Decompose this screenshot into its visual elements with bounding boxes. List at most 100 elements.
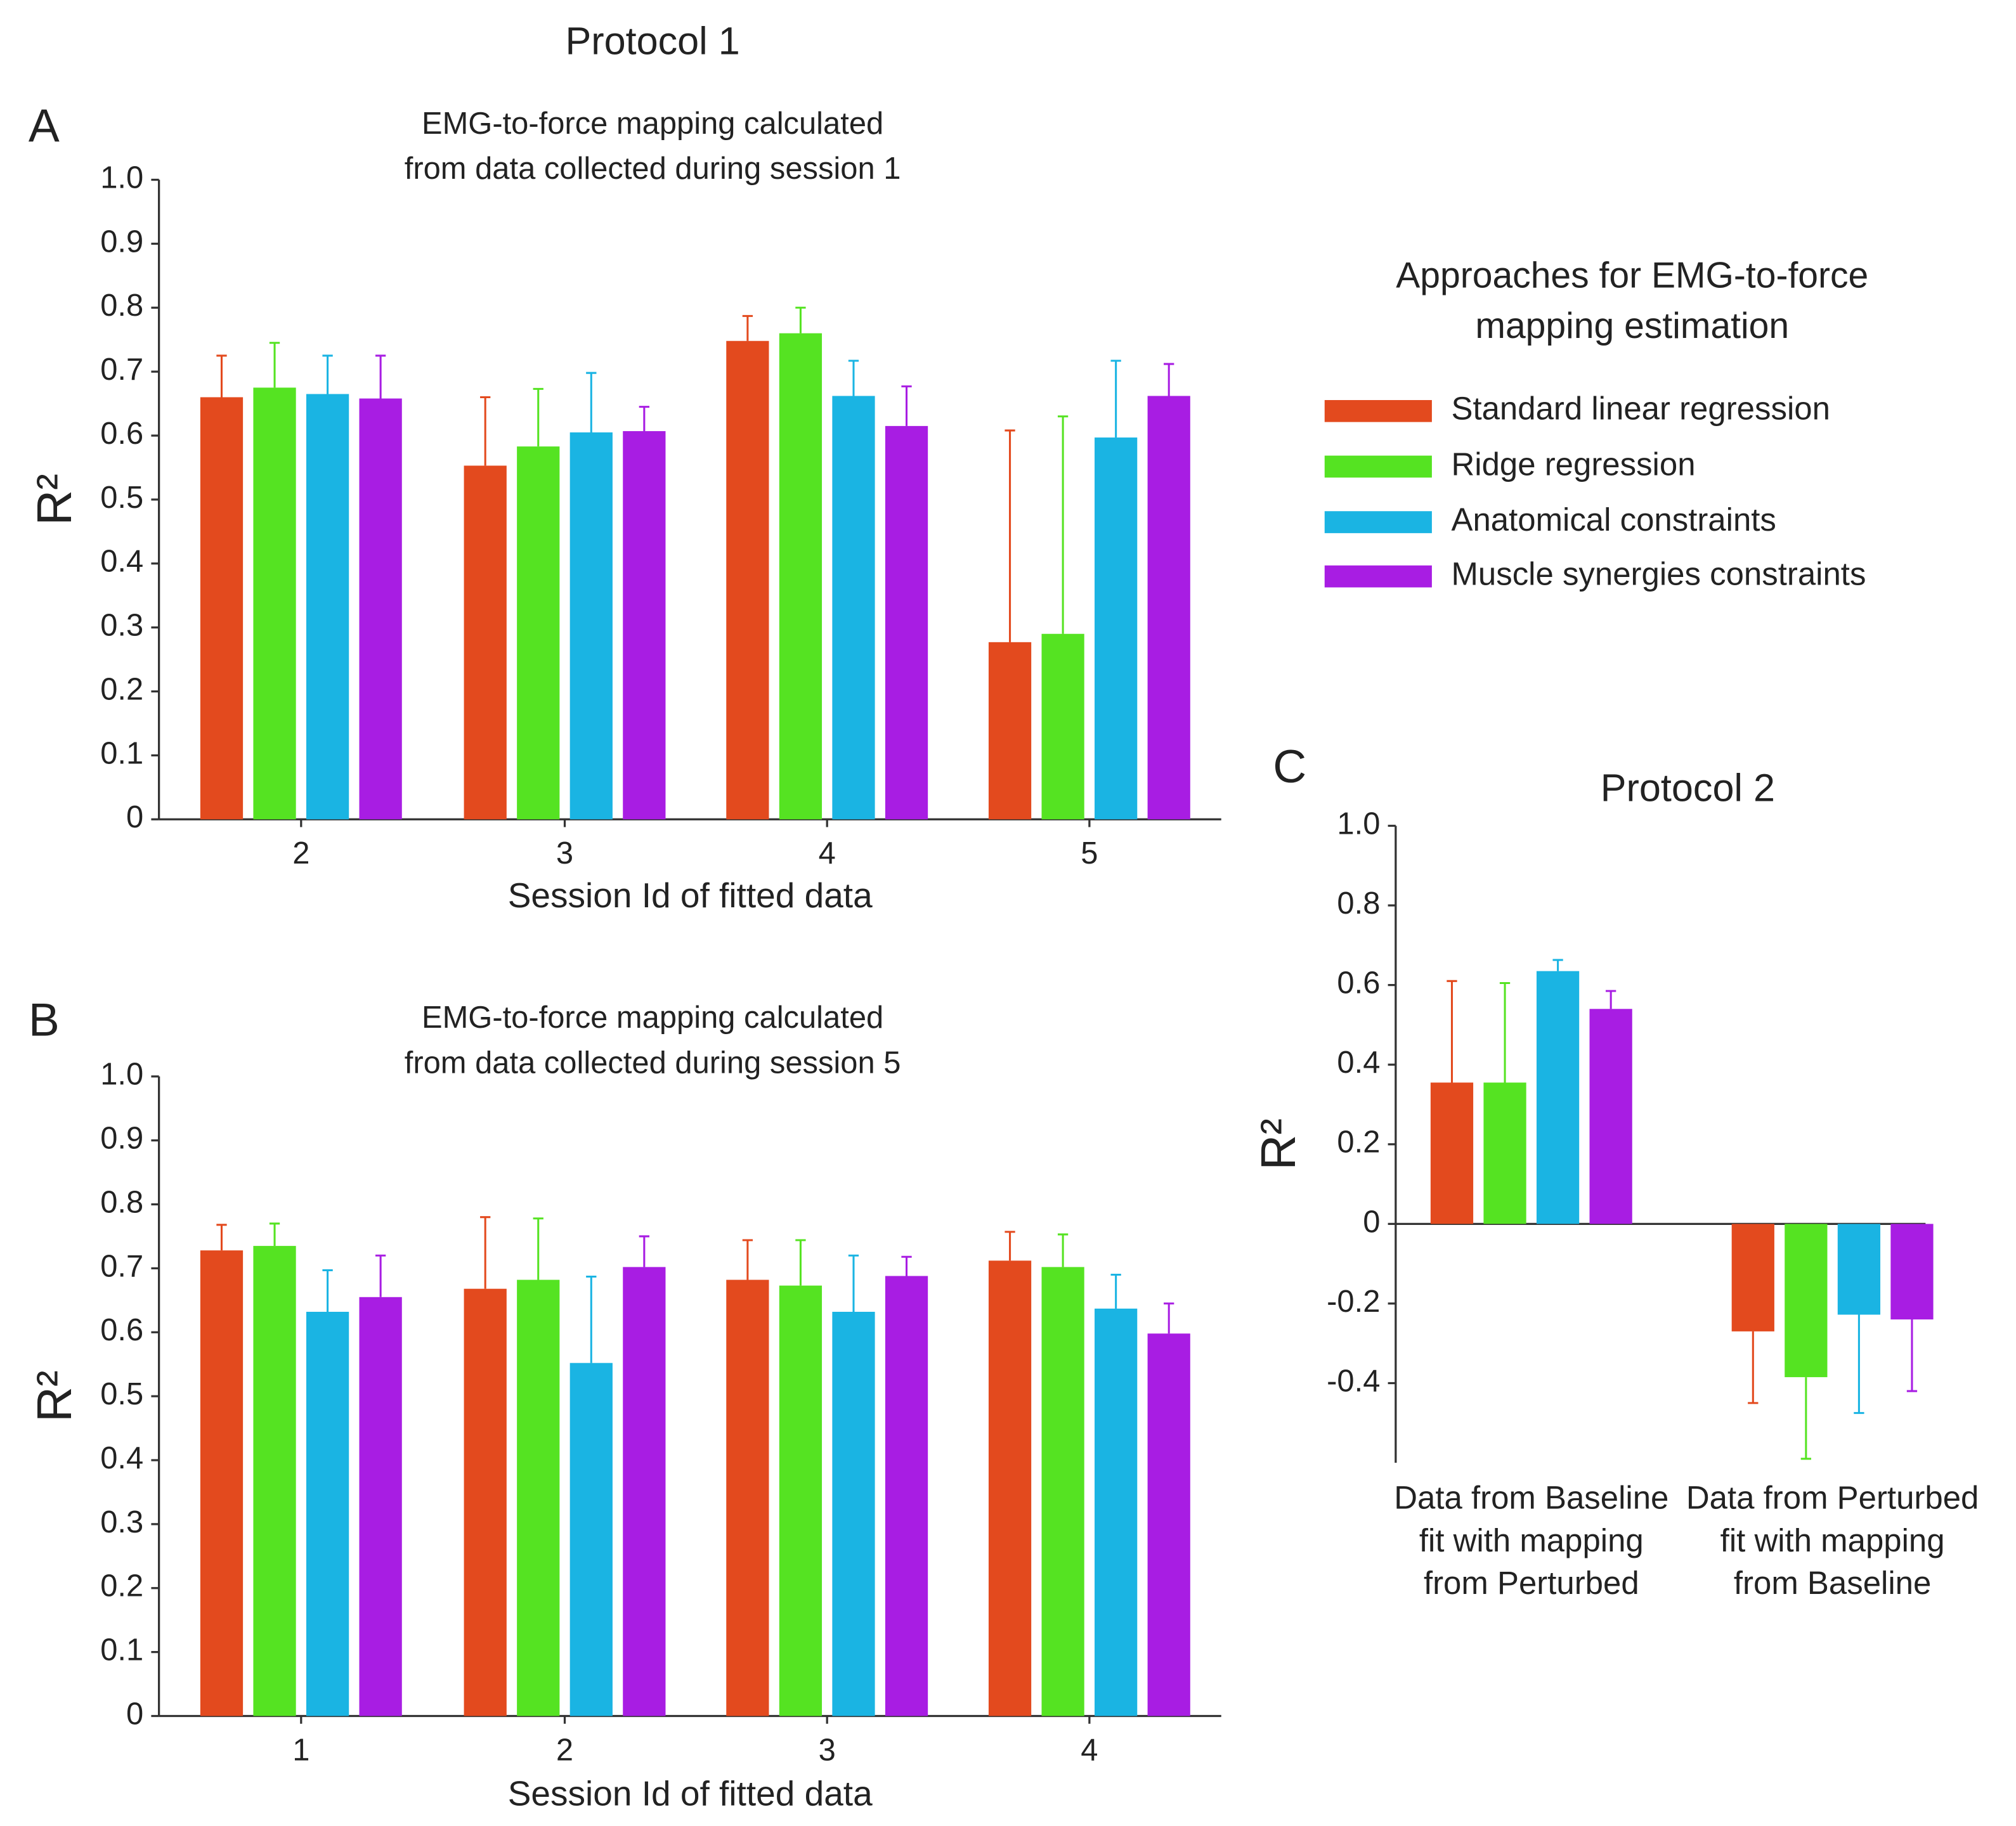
y-tick-label: 1.0 xyxy=(100,160,143,195)
legend-swatch xyxy=(1324,565,1432,588)
bar xyxy=(1430,1082,1474,1224)
chart-title: from data collected during session 5 xyxy=(405,1046,901,1080)
x-tick-label: from Perturbed xyxy=(1424,1565,1639,1601)
panel-label: A xyxy=(29,100,60,152)
y-tick-label: 0.4 xyxy=(1337,1046,1380,1080)
bar xyxy=(1785,1224,1828,1378)
legend-swatch xyxy=(1324,399,1432,422)
y-tick-label: 0.2 xyxy=(1337,1125,1380,1160)
legend-label: Standard linear regression xyxy=(1451,391,1830,427)
y-tick-label: 0.7 xyxy=(100,1249,143,1283)
x-tick-label: 2 xyxy=(556,1733,573,1767)
y-tick-label: 0.5 xyxy=(100,1377,143,1411)
x-axis-label: Session Id of fitted data xyxy=(508,876,873,915)
legend-title: mapping estimation xyxy=(1475,306,1789,346)
x-tick-label: fit with mapping xyxy=(1720,1522,1945,1558)
y-tick-label: 0.4 xyxy=(100,1441,143,1475)
bar xyxy=(623,1267,666,1716)
y-tick-label: 0.8 xyxy=(100,1185,143,1219)
y-tick-label: 1.0 xyxy=(1337,806,1380,841)
y-tick-label: 0.5 xyxy=(100,481,143,515)
bar xyxy=(1095,1308,1138,1716)
bar xyxy=(1483,1082,1526,1224)
bar xyxy=(885,1276,928,1716)
bar xyxy=(1589,1009,1632,1224)
bar xyxy=(306,1311,349,1716)
y-tick-label: 0.3 xyxy=(100,1505,143,1539)
x-tick-label: 2 xyxy=(292,836,309,871)
chart-title: EMG-to-force mapping calculated xyxy=(422,107,883,141)
y-tick-label: 0.3 xyxy=(100,609,143,643)
y-tick-label: 0.9 xyxy=(100,224,143,259)
bar xyxy=(517,446,560,820)
chart-title: Protocol 2 xyxy=(1601,767,1775,810)
bar xyxy=(885,425,928,820)
x-tick-label: Data from Baseline xyxy=(1394,1480,1668,1516)
y-tick-label: 0.6 xyxy=(100,417,143,451)
bar xyxy=(464,465,507,820)
y-tick-label: 0.8 xyxy=(1337,886,1380,921)
y-tick-label: 0.2 xyxy=(100,1569,143,1603)
bar xyxy=(1041,633,1084,820)
y-tick-label: 0.6 xyxy=(1337,966,1380,1000)
bar xyxy=(569,432,613,820)
panel-label: C xyxy=(1273,741,1306,793)
bar xyxy=(569,1363,613,1716)
y-tick-label: 0.4 xyxy=(100,545,143,579)
bar xyxy=(200,1250,244,1716)
y-tick-label: 0.1 xyxy=(100,736,143,770)
bar xyxy=(988,1260,1032,1716)
y-tick-label: 0.9 xyxy=(100,1122,143,1156)
bar xyxy=(200,397,244,820)
x-tick-label: 3 xyxy=(556,836,573,871)
x-tick-label: 3 xyxy=(819,1733,836,1767)
bar xyxy=(253,1246,296,1716)
bar xyxy=(779,333,823,820)
bar xyxy=(832,396,875,820)
x-tick-label: 5 xyxy=(1081,836,1098,871)
bar xyxy=(1536,971,1580,1224)
bar xyxy=(464,1288,507,1716)
bar xyxy=(1147,396,1190,820)
bar xyxy=(726,1279,769,1716)
legend-swatch xyxy=(1324,511,1432,533)
x-tick-label: 1 xyxy=(292,1733,309,1767)
x-tick-label: Data from Perturbed xyxy=(1686,1480,1979,1516)
bar xyxy=(988,642,1032,820)
bar xyxy=(306,394,349,820)
y-tick-label: 0.6 xyxy=(100,1313,143,1347)
bar xyxy=(1147,1333,1190,1716)
y-tick-label: 0 xyxy=(1363,1205,1380,1239)
bar xyxy=(1890,1224,1934,1320)
bar xyxy=(779,1285,823,1716)
legend-swatch xyxy=(1324,455,1432,478)
x-axis-label: Session Id of fitted data xyxy=(508,1773,873,1813)
legend-label: Anatomical constraints xyxy=(1451,502,1776,538)
y-axis-label: R² xyxy=(27,474,82,526)
y-tick-label: 0.8 xyxy=(100,288,143,323)
y-tick-label: -0.4 xyxy=(1327,1364,1380,1398)
x-tick-label: fit with mapping xyxy=(1419,1522,1644,1558)
legend-label: Ridge regression xyxy=(1451,446,1695,482)
bar xyxy=(623,431,666,820)
bar xyxy=(1095,437,1138,820)
y-tick-label: 0.7 xyxy=(100,353,143,387)
bar xyxy=(517,1279,560,1716)
bar xyxy=(359,1297,402,1716)
chart-title: EMG-to-force mapping calculated xyxy=(422,1000,883,1035)
bar xyxy=(359,398,402,820)
bar xyxy=(1041,1267,1084,1716)
x-tick-label: from Baseline xyxy=(1734,1565,1931,1601)
chart-title: from data collected during session 1 xyxy=(405,152,901,186)
bar xyxy=(253,387,296,820)
x-tick-label: 4 xyxy=(819,836,836,871)
panel-label: B xyxy=(29,994,60,1046)
y-tick-label: 0.2 xyxy=(100,672,143,706)
y-tick-label: 0 xyxy=(126,800,143,834)
y-tick-label: 0.1 xyxy=(100,1633,143,1667)
bar xyxy=(726,340,769,820)
y-tick-label: -0.2 xyxy=(1327,1285,1380,1319)
y-tick-label: 0 xyxy=(126,1697,143,1731)
bar xyxy=(1837,1224,1881,1315)
